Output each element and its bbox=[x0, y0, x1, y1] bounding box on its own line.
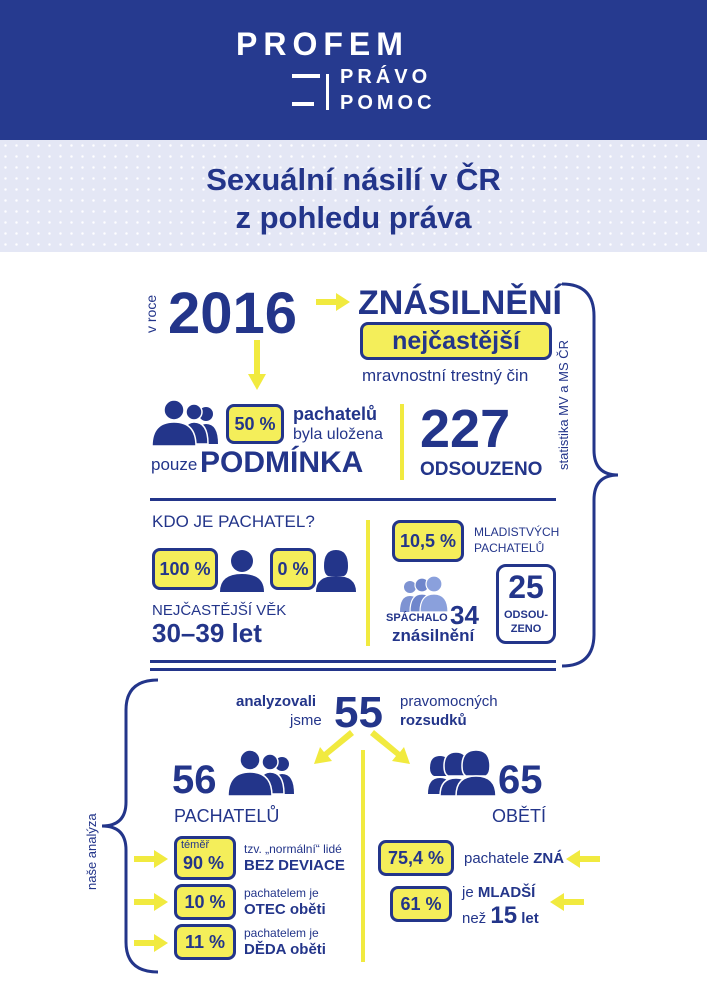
v-roce-label: v roce bbox=[143, 294, 159, 333]
pravomocnych-label: pravomocných bbox=[400, 693, 498, 710]
header-bar bbox=[0, 0, 707, 140]
row2-text-1: pachatelem je bbox=[244, 886, 319, 900]
jsme-label: jsme bbox=[290, 712, 322, 729]
crime-name: ZNÁSILNĚNÍ bbox=[358, 284, 562, 322]
age-label: NEJČASTĚJŠÍ VĚK bbox=[152, 602, 287, 619]
right2-line-1: je MLADŠÍ bbox=[462, 884, 535, 901]
right-brace bbox=[561, 282, 619, 668]
crime-type: mravnostní trestný čin bbox=[362, 366, 529, 385]
year-value: 2016 bbox=[168, 281, 298, 346]
juvenile-convicted-box: 25 ODSOU- ZENO bbox=[496, 564, 556, 644]
convicted-label: ODSOUZENO bbox=[420, 459, 543, 480]
perpetrators-label: PACHATELŮ bbox=[174, 806, 280, 826]
arrow-left-icon-right2 bbox=[550, 893, 584, 911]
podminka-label: PODMÍNKA bbox=[200, 446, 364, 479]
rapes-label: znásilnění bbox=[392, 626, 475, 645]
juvenile-convicted-count: 25 bbox=[508, 569, 544, 605]
logo-line-1: PROFEM bbox=[236, 26, 409, 62]
left-brace bbox=[101, 678, 159, 974]
right1-text: pachatele ZNÁ bbox=[464, 850, 564, 867]
divider-2 bbox=[150, 660, 556, 663]
pct-juvenile-badge: 10,5 % bbox=[392, 520, 464, 562]
right1-text-bold: ZNÁ bbox=[533, 850, 565, 867]
age-value: 30–39 let bbox=[152, 618, 262, 648]
row1-badge: téměř 90 % bbox=[174, 836, 236, 880]
right2-badge: 61 % bbox=[390, 886, 452, 922]
most-common-badge: nejčastější bbox=[360, 322, 552, 360]
row2-text-2: OTEC oběti bbox=[244, 901, 326, 918]
row1-text-2: BEZ DEVIACE bbox=[244, 857, 345, 874]
pct-0-badge: 0 % bbox=[270, 548, 316, 590]
yellow-divider-1 bbox=[400, 404, 404, 480]
byla-ulozena-label: byla uložena bbox=[293, 426, 383, 443]
yellow-divider-3 bbox=[361, 750, 365, 962]
row2-badge: 10 % bbox=[174, 884, 236, 920]
arrow-left-icon-right1 bbox=[566, 850, 600, 868]
right1-badge: 75,4 % bbox=[378, 840, 454, 876]
logo: PROFEM PRÁVO POMOC bbox=[236, 26, 476, 126]
arrow-down-left-icon bbox=[314, 730, 354, 764]
row3-badge: 11 % bbox=[174, 924, 236, 960]
right2-let: let bbox=[521, 910, 539, 927]
spachalo-label: SPÁCHALO bbox=[386, 612, 448, 624]
juvenile-label-1: MLADISTVÝCH bbox=[474, 525, 560, 539]
right2-num: 15 bbox=[490, 902, 518, 929]
title-band bbox=[0, 140, 707, 252]
analysis-side-label: naše analýza bbox=[84, 813, 99, 890]
convicted-count: 227 bbox=[420, 399, 511, 459]
logo-line-3: POMOC bbox=[340, 92, 436, 114]
right2-nez: než bbox=[462, 910, 487, 927]
juvenile-label-2: PACHATELŮ bbox=[474, 541, 545, 555]
youth-group-icon bbox=[400, 576, 448, 612]
pachatelu-label: pachatelů bbox=[293, 404, 378, 424]
row1-small: téměř bbox=[181, 839, 210, 851]
logo-mark bbox=[292, 74, 329, 114]
right1-text-normal: pachatele bbox=[464, 850, 530, 867]
victims-label: OBĚTÍ bbox=[492, 806, 547, 826]
analyzovali-label: analyzovali bbox=[236, 693, 317, 710]
row3-text-2: DĚDA oběti bbox=[244, 941, 326, 958]
arrow-right-icon-row1 bbox=[134, 850, 168, 868]
row1-pct: 90 % bbox=[183, 853, 225, 873]
yellow-divider-2 bbox=[366, 520, 370, 646]
pouze-label: pouze bbox=[151, 455, 198, 474]
divider-3 bbox=[150, 668, 556, 671]
rapes-count: 34 bbox=[450, 600, 479, 630]
page-title-line-1: Sexuální násilí v ČR bbox=[206, 162, 501, 197]
women-group-icon bbox=[428, 750, 496, 796]
juvenile-convicted-l1: ODSOU- bbox=[504, 609, 548, 621]
arrow-right-icon-row2 bbox=[134, 893, 168, 911]
arrow-down-icon bbox=[248, 340, 266, 390]
who-question: KDO JE PACHATEL? bbox=[152, 512, 315, 531]
man-icon bbox=[220, 550, 264, 592]
arrow-right-icon bbox=[316, 293, 350, 311]
statistics-side-label: statistika MV a MS ČR bbox=[556, 339, 571, 470]
pct-50-badge: 50 % bbox=[226, 404, 284, 444]
divider-1 bbox=[150, 498, 556, 501]
arrow-down-right-icon bbox=[370, 730, 410, 764]
page-title-line-2: z pohledu práva bbox=[235, 200, 472, 235]
right2-bold: MLADŠÍ bbox=[477, 884, 536, 901]
row1-text-1: tzv. „normální“ lidé bbox=[244, 842, 342, 856]
rozsudku-label: rozsudků bbox=[400, 712, 467, 729]
row3-text-1: pachatelem je bbox=[244, 926, 319, 940]
men-group-icon bbox=[228, 750, 294, 796]
judgements-count: 55 bbox=[334, 688, 383, 737]
people-group-icon bbox=[151, 400, 218, 446]
perpetrators-count: 56 bbox=[172, 758, 217, 802]
right2-je: je bbox=[462, 884, 474, 901]
pct-100-badge: 100 % bbox=[152, 548, 218, 590]
victims-count: 65 bbox=[498, 758, 543, 802]
logo-line-2: PRÁVO bbox=[340, 66, 432, 88]
woman-icon bbox=[316, 550, 356, 592]
arrow-right-icon-row3 bbox=[134, 934, 168, 952]
juvenile-convicted-l2: ZENO bbox=[510, 623, 542, 635]
right2-line-2: než 15 let bbox=[462, 902, 539, 930]
